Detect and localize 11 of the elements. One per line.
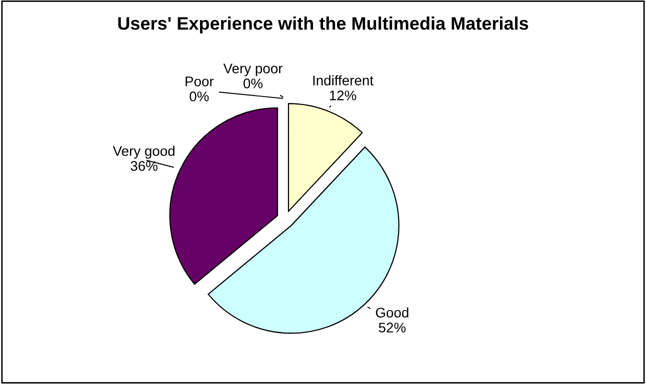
data-label: 36% xyxy=(130,161,158,171)
data-label: 52% xyxy=(378,322,406,333)
slice-label: Indifferent xyxy=(313,75,374,86)
slice-label: Good xyxy=(376,307,408,318)
text: 0% xyxy=(190,91,209,102)
category-label: Very poor xyxy=(223,64,283,76)
slice-label: Very good xyxy=(112,146,174,159)
data-label: 12% xyxy=(330,90,356,100)
category-label: Poor xyxy=(186,76,214,86)
text: 0% xyxy=(244,78,263,88)
chart-title: Users' Experience with the Multimedia Materials xyxy=(118,16,528,34)
